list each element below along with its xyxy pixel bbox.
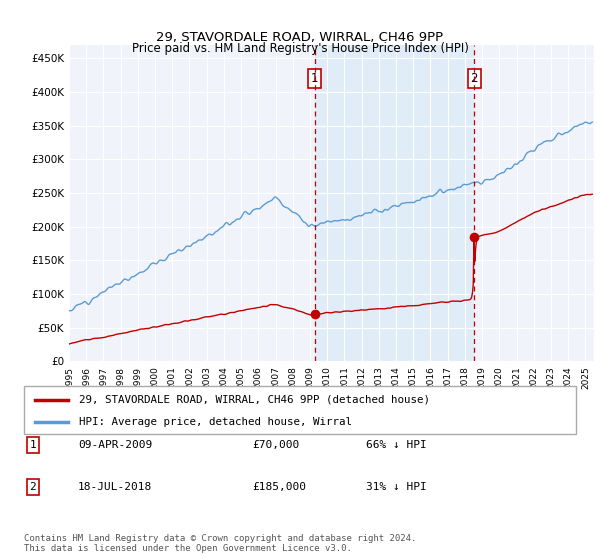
Text: 1: 1: [29, 440, 37, 450]
Text: 1: 1: [311, 72, 319, 85]
Text: 29, STAVORDALE ROAD, WIRRAL, CH46 9PP: 29, STAVORDALE ROAD, WIRRAL, CH46 9PP: [157, 31, 443, 44]
Bar: [314, 45, 475, 361]
Text: 66% ↓ HPI: 66% ↓ HPI: [366, 440, 427, 450]
Text: 2: 2: [29, 482, 37, 492]
Text: 29, STAVORDALE ROAD, WIRRAL, CH46 9PP (detached house): 29, STAVORDALE ROAD, WIRRAL, CH46 9PP (d…: [79, 395, 430, 405]
Text: 18-JUL-2018: 18-JUL-2018: [78, 482, 152, 492]
Text: 31% ↓ HPI: 31% ↓ HPI: [366, 482, 427, 492]
Text: HPI: Average price, detached house, Wirral: HPI: Average price, detached house, Wirr…: [79, 417, 352, 427]
Text: £185,000: £185,000: [252, 482, 306, 492]
Text: £70,000: £70,000: [252, 440, 299, 450]
Text: 2: 2: [470, 72, 478, 85]
Text: Contains HM Land Registry data © Crown copyright and database right 2024.
This d: Contains HM Land Registry data © Crown c…: [24, 534, 416, 553]
Text: 09-APR-2009: 09-APR-2009: [78, 440, 152, 450]
Text: Price paid vs. HM Land Registry's House Price Index (HPI): Price paid vs. HM Land Registry's House …: [131, 42, 469, 55]
